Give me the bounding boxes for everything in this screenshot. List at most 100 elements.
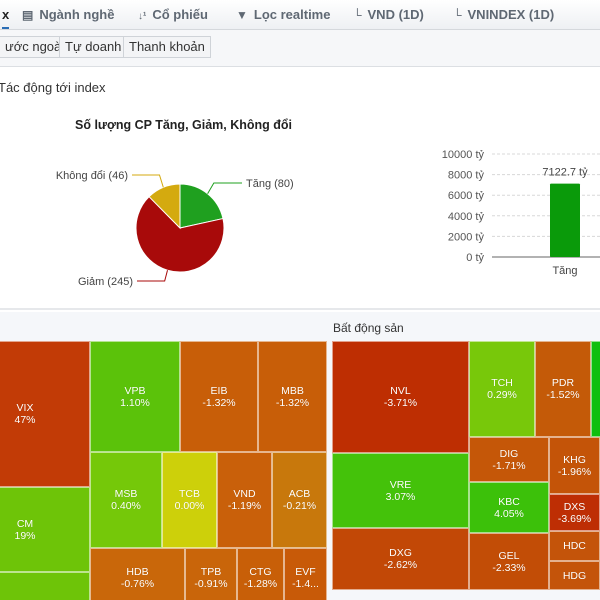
treemap-cell-hdc[interactable]: HDC: [549, 531, 600, 561]
sort-numeric-icon: ↓¹: [138, 11, 147, 22]
ticker-label: EIB: [210, 384, 228, 397]
bar-category-label: Tăng: [552, 265, 577, 277]
ticker-label: KHG: [563, 453, 586, 466]
change-label: -1.4...: [292, 578, 319, 590]
ticker-label: NVL: [390, 385, 411, 397]
bar-ytick-label: 0 tỷ: [466, 252, 484, 264]
bar-ytick-label: 6000 tỷ: [448, 190, 485, 202]
treemap-cell-kbc[interactable]: KBC 4.05%: [469, 482, 549, 533]
ticker-label: VRE: [389, 478, 412, 491]
ticker-label: TPB: [200, 566, 222, 578]
ticker-label: DIG: [499, 447, 519, 460]
pie-leader-line-1: [137, 270, 168, 282]
treemap-cell-khg[interactable]: KHG -1.96%: [549, 437, 600, 494]
change-label: 47%: [14, 414, 36, 426]
pie-label-2: Không đổi (46): [56, 170, 128, 182]
treemap-cell-hdb[interactable]: HDB -0.76%: [90, 548, 185, 600]
ticker-label: PDR: [551, 377, 575, 389]
treemap-cell-gel[interactable]: GEL -2.33%: [469, 533, 549, 590]
ticker-label: VPB: [124, 384, 146, 397]
treemap-cell-tpb[interactable]: TPB -0.91%: [185, 548, 237, 600]
change-label: -1.71%: [492, 459, 526, 472]
ticker-label: DXG: [389, 547, 412, 559]
chart-icon: └: [453, 8, 462, 22]
treemap-cell-tch[interactable]: TCH 0.29%: [469, 341, 535, 437]
change-label: 0.40%: [111, 500, 141, 512]
subtab-nuoc-ngoai[interactable]: ước ngoài: [0, 36, 71, 58]
change-label: -2.62%: [383, 559, 418, 571]
ticker-label: TCH: [491, 377, 513, 389]
pie-slice-2[interactable]: [148, 183, 181, 230]
bar-ytick-label: 8000 tỷ: [448, 170, 485, 182]
tab-label: Ngành nghề: [39, 7, 115, 22]
tab-loc-realtime[interactable]: ▼ Lọc realtime: [236, 0, 330, 29]
treemap-cell-vnd[interactable]: VND -1.19%: [217, 452, 272, 548]
change-label: -1.28%: [243, 578, 278, 590]
treemap-cell-dxg[interactable]: DXG -2.62%: [332, 528, 469, 590]
tab-close[interactable]: x: [2, 0, 10, 29]
ticker-label: HDG: [562, 569, 587, 582]
ticker-label: MBB: [281, 384, 304, 397]
ticker-label: HDB: [126, 566, 149, 578]
treemap-cell-tcb[interactable]: TCB 0.00%: [162, 452, 217, 548]
bar-chart: 0 tỷ 2000 tỷ 4000 tỷ 6000 tỷ 8000 tỷ 10000 tỷ…: [442, 149, 600, 277]
bar-ytick-label: 10000 tỷ: [442, 149, 485, 161]
tab-vnindex-1d[interactable]: └ VNINDEX (1D): [453, 0, 554, 29]
treemap-cell-eib[interactable]: EIB -1.32%: [180, 341, 258, 452]
treemap-cell-dxs[interactable]: DXS -3.69%: [549, 494, 600, 531]
change-label: 0.29%: [487, 389, 517, 401]
treemap-right-title: Bất động sản: [333, 321, 404, 335]
treemap-cell-msb[interactable]: MSB 0.40%: [90, 452, 162, 548]
section-divider: [0, 308, 600, 310]
tab-label: VND (1D): [367, 7, 424, 22]
treemap-cell-dig[interactable]: DIG -1.71%: [469, 437, 549, 482]
change-label: -1.32%: [202, 396, 236, 409]
treemap-cell-vpb[interactable]: VPB 1.10%: [90, 341, 180, 452]
treemap-cell-vre[interactable]: VRE 3.07%: [332, 453, 469, 528]
ticker-label: CTG: [249, 566, 272, 578]
treemap-banking: VIX 47% VPB 1.10% EIB -1.32% MBB -1.32% CM 19% MSB…: [0, 341, 327, 600]
change-label: 3.07%: [385, 490, 416, 503]
ticker-label: TCB: [179, 488, 200, 500]
ticker-label: CM: [16, 517, 34, 530]
pie-slice-0[interactable]: [179, 183, 224, 229]
change-label: 19%: [14, 529, 36, 542]
tab-co-phieu[interactable]: ↓¹ Cổ phiếu: [138, 0, 208, 29]
treemap-cell[interactable]: [0, 572, 90, 600]
change-label: 4.05%: [494, 507, 524, 520]
main-tab-bar: x ▤ Ngành nghề ↓¹ Cổ phiếu ▼ Lọc realtime └…: [0, 0, 600, 30]
ticker-label: VND: [233, 488, 256, 500]
change-label: -3.71%: [383, 397, 418, 409]
ticker-label: EVF: [295, 566, 316, 578]
treemap-cell-hdg[interactable]: HDG: [549, 561, 600, 590]
list-icon: ▤: [22, 8, 34, 22]
treemap-cell-evf[interactable]: EVF -1.4...: [284, 548, 327, 600]
pie-leader-line-2: [132, 174, 164, 188]
subtab-thanh-khoan[interactable]: Thanh khoản: [123, 36, 211, 58]
treemap-cell-mbb[interactable]: MBB -1.32%: [258, 341, 327, 452]
pie-label-0: Tăng (80): [246, 178, 294, 190]
close-icon[interactable]: x: [2, 7, 10, 22]
ticker-label: DXS: [563, 500, 586, 513]
section-title: Tác động tới index: [0, 80, 106, 95]
subtab-tu-doanh[interactable]: Tự doanh: [59, 36, 128, 58]
bar-0[interactable]: [550, 183, 580, 257]
treemap-cell-pdr[interactable]: PDR -1.52%: [535, 341, 591, 437]
tab-nganh-nghe[interactable]: ▤ Ngành nghề: [22, 0, 114, 29]
ticker-label: MSB: [114, 488, 138, 500]
pie-chart-title: Số lượng CP Tăng, Giảm, Không đổi: [75, 118, 293, 132]
change-label: -0.76%: [120, 578, 155, 590]
ticker-label: HDC: [563, 540, 586, 552]
tab-vnd-1d[interactable]: └ VND (1D): [353, 0, 424, 29]
pie-label-1: Giảm (245): [78, 276, 133, 288]
tab-label: Lọc realtime: [253, 7, 331, 22]
treemap-cell-cm[interactable]: CM 19%: [0, 487, 90, 572]
pie-leader-line-0: [207, 182, 242, 194]
treemap-cell-vix[interactable]: VIX 47%: [0, 341, 90, 487]
treemap-cell[interactable]: [591, 341, 600, 437]
ticker-label: ACB: [288, 488, 311, 500]
treemap-cell-acb[interactable]: ACB -0.21%: [272, 452, 327, 548]
sub-tab-bar: ước ngoài Tự doanh Thanh khoản: [0, 30, 600, 67]
treemap-cell-ctg[interactable]: CTG -1.28%: [237, 548, 284, 600]
treemap-cell-nvl[interactable]: NVL -3.71%: [332, 341, 469, 453]
